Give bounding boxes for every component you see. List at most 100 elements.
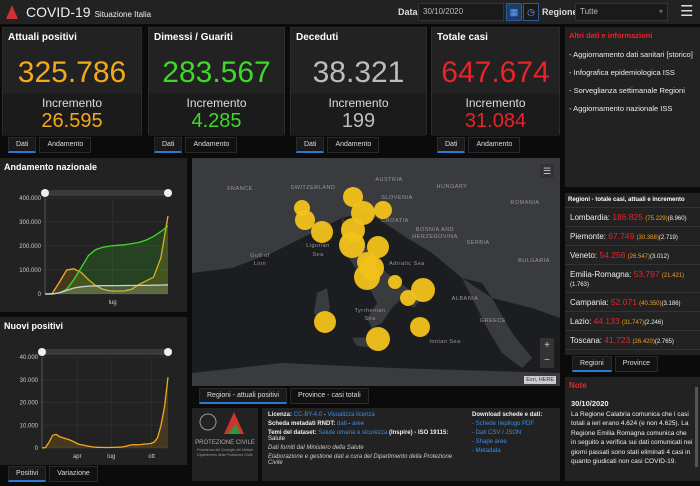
tab-dati[interactable]: Dati: [8, 137, 37, 153]
series-line: [44, 215, 169, 295]
region-bubble[interactable]: [314, 311, 336, 333]
card-value: 647.674: [441, 56, 550, 89]
region-bubble[interactable]: [388, 275, 402, 289]
region-bubble[interactable]: [354, 264, 380, 290]
region-bubble[interactable]: [411, 278, 435, 302]
region-bubble[interactable]: [367, 236, 389, 258]
region-active: (31.747): [621, 320, 645, 326]
andamento-chart: 0 100.000 200.000 300.000 400.000 lug: [19, 189, 172, 306]
region-total: 41.723: [604, 335, 631, 345]
range-slider-end-handle[interactable]: [164, 348, 172, 356]
increment-value: 31.084: [464, 110, 527, 132]
stat-card: Deceduti 38.321 Incremento 199: [290, 27, 427, 136]
region-bubble[interactable]: [400, 290, 416, 306]
series-area: [45, 284, 168, 294]
clock-icon[interactable]: ◷: [523, 3, 539, 21]
range-slider-start-handle[interactable]: [41, 189, 49, 197]
download-csv-link[interactable]: - Dati CSV / JSON: [472, 430, 522, 436]
region-item[interactable]: Campania: 52.071 (40.350)(3.186): [565, 293, 700, 312]
rndt-dati-link[interactable]: dati: [337, 421, 347, 427]
license-link[interactable]: CC-BY-4.0: [293, 412, 323, 418]
map-label: BULGARIA: [518, 258, 550, 264]
series-line: [45, 225, 169, 295]
region-bubble[interactable]: [374, 201, 392, 219]
regions-title: Regioni - totale casi, attuali e increme…: [565, 193, 700, 208]
notes-scrollbar[interactable]: [695, 387, 698, 467]
download-shape-link[interactable]: - Shape aree: [472, 439, 507, 445]
range-slider-track[interactable]: [38, 349, 172, 355]
map-label: SWITZERLAND: [291, 185, 336, 191]
map-label: HERZEGOVINA: [412, 234, 458, 240]
region-name: Toscana:: [570, 336, 603, 345]
tab-dati[interactable]: Dati: [296, 137, 325, 153]
regions-list[interactable]: Lombardia: 186.825 (75.229)(8.960) Piemon…: [565, 208, 700, 355]
region-select[interactable]: Tutte ▾: [575, 3, 668, 21]
region-name: Piemonte:: [570, 232, 607, 241]
date-input[interactable]: 30/10/2020: [418, 3, 504, 21]
region-item[interactable]: Liguria: 27.540 (8.322)(999): [565, 350, 700, 355]
map-label: GREECE: [480, 318, 506, 324]
temi-link[interactable]: Salute umana e sicurezza: [318, 430, 388, 436]
legend-list-icon[interactable]: ☰: [540, 164, 554, 178]
tab-andamento[interactable]: Andamento: [327, 137, 380, 153]
region-bubble[interactable]: [311, 221, 333, 243]
region-item[interactable]: Lombardia: 186.825 (75.229)(8.960): [565, 208, 700, 227]
land-africa: [192, 363, 560, 386]
footer: Licenza: CC-BY-4.0 - Visualizza licenza …: [262, 408, 560, 481]
y-tick-label: 20.000: [20, 401, 39, 407]
region-name: Lazio:: [570, 317, 592, 326]
tab-province-casi[interactable]: Province - casi totali: [289, 388, 369, 404]
tab-regioni[interactable]: Regioni: [572, 356, 612, 372]
region-bubble[interactable]: [339, 232, 365, 258]
region-item[interactable]: Lazio: 44.133 (31.747)(2.246): [565, 312, 700, 331]
range-slider-end-handle[interactable]: [164, 189, 172, 197]
region-item[interactable]: Veneto: 54.256 (26.547)(3.012): [565, 246, 700, 265]
tab-province[interactable]: Province: [614, 356, 658, 372]
region-bubble[interactable]: [366, 327, 390, 351]
rndt-aree-link[interactable]: aree: [352, 421, 365, 427]
tab-positivi[interactable]: Positivi: [8, 466, 47, 482]
x-tick-label: lug: [109, 300, 117, 306]
tab-variazione[interactable]: Variazione: [49, 466, 98, 482]
region-bubble[interactable]: [410, 317, 430, 337]
region-name: Lombardia:: [570, 213, 611, 222]
protezione-civile-logo-icon: [224, 412, 244, 434]
download-pdf-link[interactable]: - Schede riepilogo PDF: [472, 421, 535, 427]
logo-text: PROTEZIONE CIVILE: [195, 440, 255, 446]
protezione-civile-logo-icon: [6, 5, 18, 19]
region-bubble[interactable]: [343, 187, 363, 207]
region-bubble[interactable]: [295, 210, 315, 230]
tab-dati[interactable]: Dati: [437, 137, 466, 153]
link-sorveglianza-regioni[interactable]: - Sorveglianza settimanale Regioni: [569, 86, 685, 95]
tab-andamento[interactable]: Andamento: [468, 137, 521, 153]
region-item[interactable]: Toscana: 41.723 (26.420)(2.765): [565, 331, 700, 350]
increment-value: 199: [341, 110, 376, 132]
link-infografica-iss[interactable]: - Infografica epidemiologica ISS: [569, 68, 675, 77]
view-license-link[interactable]: Visualizza licenza: [327, 412, 375, 418]
link-aggiornamento-iss[interactable]: - Aggiornamento nazionale ISS: [569, 104, 673, 113]
region-item[interactable]: Emilia-Romagna: 53.797 (21.421) (1.763): [565, 265, 700, 293]
stat-card: Totale casi 647.674 Incremento 31.084: [431, 27, 560, 136]
tab-andamento[interactable]: Andamento: [39, 137, 92, 153]
card-title: Dimessi / Guariti: [154, 32, 233, 43]
range-slider-track[interactable]: [41, 190, 172, 196]
region-active: (26.547): [627, 254, 650, 260]
tab-regioni-attuali[interactable]: Regioni - attuali positivi: [199, 388, 287, 404]
region-item[interactable]: Piemonte: 67.749 (30.388)(2.719): [565, 227, 700, 246]
map-label: Adriatic Sea: [389, 261, 425, 267]
tab-dati[interactable]: Dati: [154, 137, 183, 153]
zoom-out-button[interactable]: −: [544, 355, 550, 366]
zoom-in-button[interactable]: +: [544, 340, 550, 351]
map-label: Lion: [254, 261, 266, 267]
menu-icon[interactable]: ☰: [680, 3, 694, 20]
card-value: 38.321: [312, 56, 405, 89]
region-active: (30.388): [636, 235, 659, 241]
download-metadata-link[interactable]: - Metadata: [472, 448, 501, 454]
map[interactable]: FRANCE SWITZERLAND AUSTRIA HUNGARY SLOVENIA R…: [192, 158, 560, 386]
link-aggiornamento-storico[interactable]: - Aggiornamento dati sanitari [storico]: [569, 50, 693, 59]
tab-andamento[interactable]: Andamento: [185, 137, 238, 153]
calendar-icon[interactable]: ▦: [506, 3, 522, 21]
note-date: 30/10/2020: [571, 399, 609, 408]
increment-value: 26.595: [41, 110, 103, 132]
range-slider-start-handle[interactable]: [38, 348, 46, 356]
